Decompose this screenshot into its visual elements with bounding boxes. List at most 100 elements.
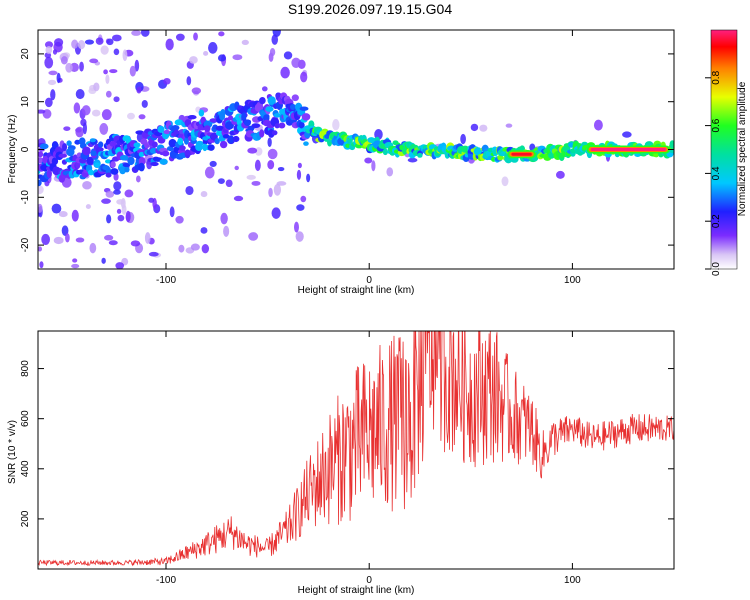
speckle: [81, 105, 91, 116]
speckle: [136, 175, 141, 183]
ridge-blob: [267, 96, 276, 105]
speckle: [273, 183, 282, 196]
speckle: [470, 123, 479, 132]
speckle: [223, 225, 230, 237]
ridge-blob: [168, 138, 177, 148]
speckle: [125, 210, 131, 223]
x-tick-label: -100: [156, 275, 176, 286]
ridge-blob: [273, 113, 281, 118]
speckle: [100, 45, 109, 55]
ridge-blob: [227, 135, 235, 144]
speckle: [241, 39, 249, 45]
ridge-blob: [301, 113, 311, 121]
speckle: [82, 180, 92, 190]
speckle: [89, 242, 97, 254]
speckle: [185, 185, 194, 196]
speckle: [267, 160, 275, 170]
ridge-blob: [417, 152, 423, 158]
speckle: [247, 147, 258, 154]
ridge-blob: [497, 154, 504, 161]
speckle: [75, 88, 85, 100]
speckle: [54, 38, 64, 47]
speckle: [89, 58, 99, 64]
ridge-blob: [150, 161, 159, 167]
speckle: [254, 159, 261, 172]
ridge-blob: [39, 143, 49, 150]
speckle: [79, 61, 84, 72]
speckle: [622, 131, 632, 138]
speckle: [60, 56, 68, 65]
ridge-blob: [298, 121, 305, 129]
speckle: [113, 96, 120, 103]
ridge-blob: [214, 138, 220, 145]
speckle: [77, 40, 86, 50]
speckle: [41, 233, 50, 246]
speckle: [105, 74, 110, 85]
ridge-blob: [161, 150, 170, 157]
speckle: [277, 166, 285, 172]
peak-band-core: [511, 152, 532, 156]
speckle: [103, 69, 108, 75]
ridge-blob: [271, 130, 278, 136]
ridge-blob: [274, 123, 280, 129]
spectrogram-x-label: Height of straight line (km): [298, 285, 415, 296]
speckle: [99, 122, 109, 135]
ridge-blob: [86, 156, 94, 166]
speckle: [267, 148, 278, 160]
speckle: [38, 109, 46, 114]
ridge-blob: [110, 168, 119, 175]
speckle: [144, 232, 151, 244]
speckle: [386, 167, 394, 177]
speckle: [72, 258, 78, 263]
speckle: [306, 173, 311, 183]
speckle: [294, 221, 299, 233]
ridge-blob: [243, 119, 252, 126]
speckle: [71, 209, 79, 222]
speckle: [104, 234, 114, 241]
speckle: [232, 54, 243, 61]
ridge-blob: [174, 119, 183, 126]
speckle: [75, 126, 84, 138]
colorbar-tick-label: 0.8: [711, 70, 722, 84]
ridge-blob: [159, 158, 168, 165]
peak-band-core: [590, 148, 666, 151]
speckle: [129, 65, 137, 77]
speckle: [39, 261, 44, 269]
speckle: [209, 160, 217, 167]
speckle: [108, 240, 118, 246]
spectrogram-y-label: Frequency (Hz): [7, 115, 18, 184]
speckle: [251, 180, 261, 186]
ridge-blob: [157, 125, 165, 133]
speckle: [101, 257, 106, 264]
speckle: [204, 166, 215, 179]
colorbar-ticks: 0.0 0.2 0.4 0.6 0.8: [705, 70, 722, 276]
x-tick-label: 0: [366, 275, 372, 286]
speckle: [297, 162, 302, 169]
speckle: [254, 147, 263, 156]
speckle: [53, 236, 64, 245]
speckle: [267, 137, 272, 148]
colorbar-tick-label: 0.4: [711, 166, 722, 180]
ridge-blob: [219, 140, 228, 149]
ridge-blob: [251, 123, 261, 129]
ridge-blob: [347, 138, 353, 144]
speckle: [109, 69, 118, 74]
ridge-blob: [105, 172, 112, 178]
speckle: [269, 48, 276, 57]
speckle: [121, 204, 127, 215]
speckle: [220, 212, 228, 225]
speckle: [208, 42, 218, 54]
speckle: [261, 86, 268, 92]
ridge-blob: [183, 137, 189, 145]
speckle: [175, 215, 184, 224]
ridge-blob: [209, 118, 219, 123]
ridge-blob: [669, 149, 674, 154]
ridge-blob: [203, 125, 211, 132]
ridge-blob: [110, 161, 116, 168]
x-tick-label: 100: [564, 575, 581, 586]
ridge-blob: [38, 179, 42, 187]
ridge-blob: [241, 112, 247, 122]
ridge-blob: [227, 115, 234, 121]
speckle: [101, 198, 111, 204]
